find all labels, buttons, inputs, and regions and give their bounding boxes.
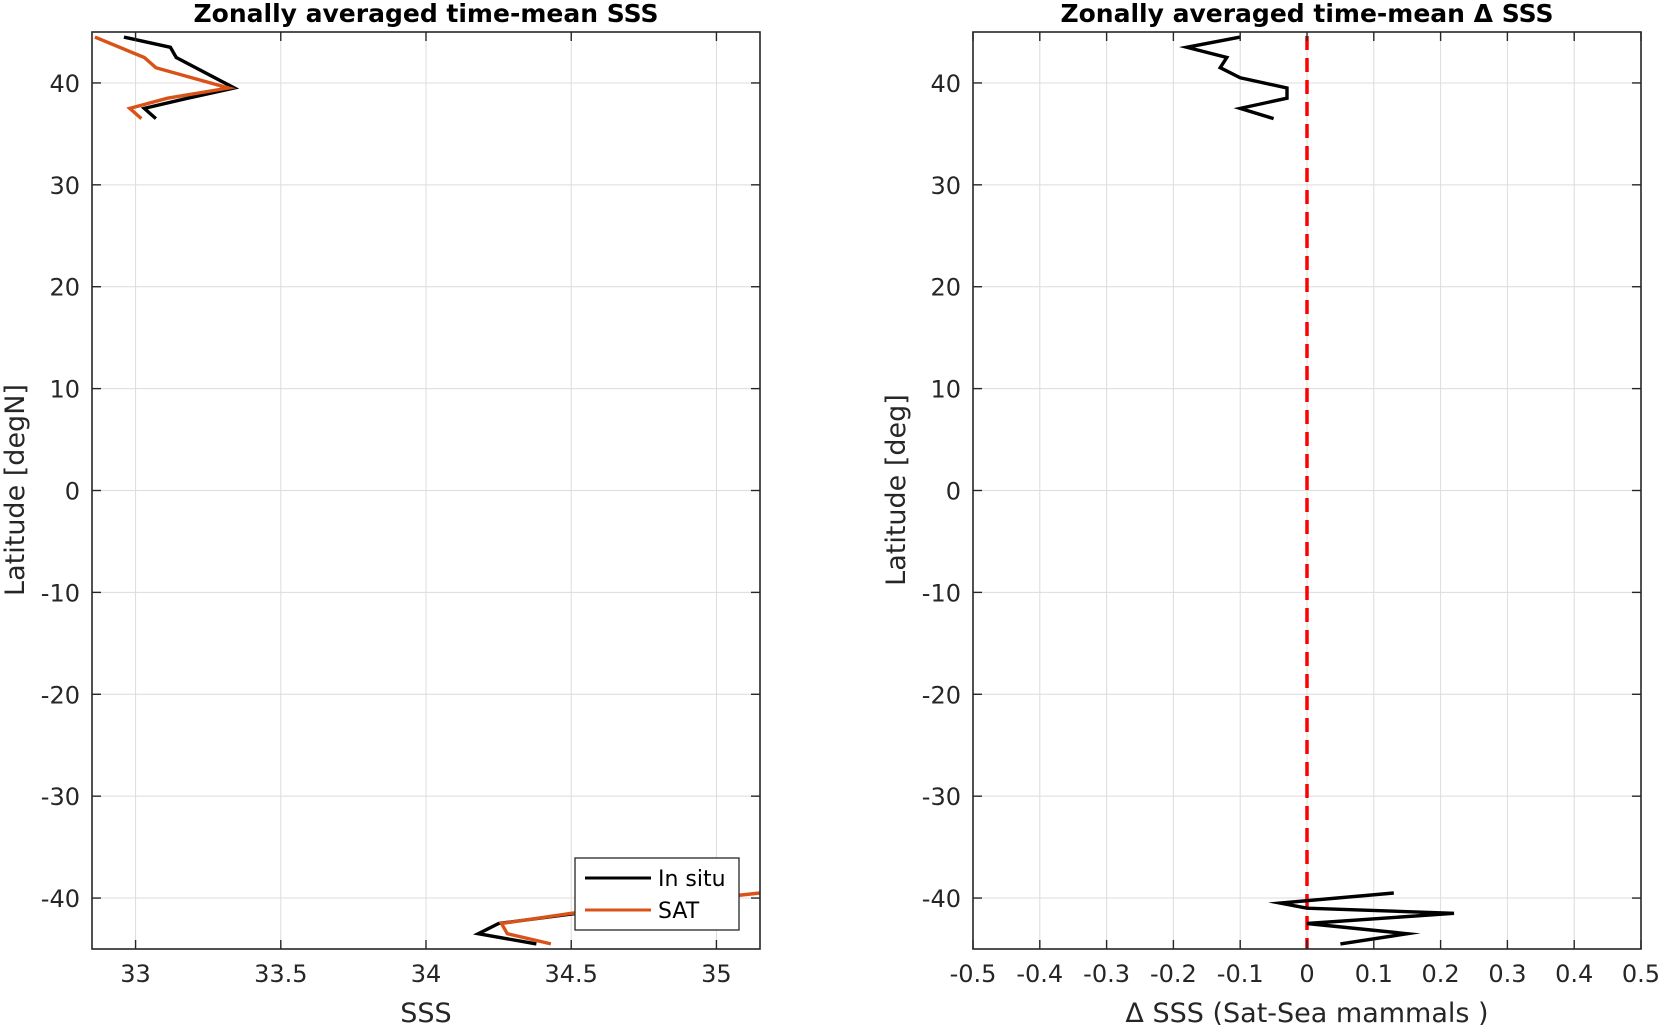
left-plot: 33 33.5 34 34.5 35 -40 -30 -20 -10 0 10 20 30 40 Zona…: [0, 0, 761, 1025]
right-x-axis-label: Δ SSS (Sat-Sea mammals ): [1125, 998, 1488, 1025]
y-tick-label: 0: [65, 478, 80, 506]
y-tick-label: -20: [922, 681, 961, 709]
x-tick-label: 34.5: [544, 960, 597, 988]
x-tick-label: -0.5: [950, 960, 997, 988]
y-tick-label: 30: [930, 172, 961, 200]
left-ticks: 33 33.5 34 34.5 35 -40 -30 -20 -10 0 10 20 30 40: [41, 32, 760, 988]
y-tick-label: -20: [41, 681, 80, 709]
y-tick-label: 20: [930, 274, 961, 302]
series-line-0-segment-1: [1268, 891, 1455, 946]
right-chart-title: Zonally averaged time-mean Δ SSS: [1061, 0, 1554, 28]
y-tick-label: 40: [930, 70, 961, 98]
y-tick-label: 10: [49, 376, 80, 404]
x-tick-label: 0.5: [1622, 960, 1660, 988]
left-grid: [92, 32, 760, 949]
x-tick-label: 0.2: [1422, 960, 1460, 988]
series-line-1-segment-0: [94, 35, 237, 120]
x-tick-label: 0.3: [1488, 960, 1526, 988]
left-x-axis-label: SSS: [400, 998, 451, 1025]
x-tick-label: 33: [120, 960, 151, 988]
x-tick-label: 0.1: [1355, 960, 1393, 988]
x-tick-label: -0.2: [1150, 960, 1197, 988]
right-series: [1178, 35, 1455, 949]
y-tick-label: 0: [946, 478, 961, 506]
right-grid: [972, 32, 1642, 949]
x-tick-label: -0.1: [1217, 960, 1264, 988]
right-ticks: -0.5 -0.4 -0.3 -0.2 -0.1 0 0.1 0.2 0.3 0.4 0.5 -40 -…: [922, 32, 1660, 988]
y-tick-label: -30: [922, 783, 961, 811]
legend-box: [574, 857, 740, 931]
x-tick-label: 0.4: [1555, 960, 1593, 988]
y-tick-label: 10: [930, 376, 961, 404]
x-tick-label: -0.4: [1016, 960, 1063, 988]
y-tick-label: -40: [41, 885, 80, 913]
right-plot: -0.5 -0.4 -0.3 -0.2 -0.1 0 0.1 0.2 0.3 0.4 0.5 -40 -…: [881, 0, 1660, 1025]
y-tick-label: -40: [922, 885, 961, 913]
right-y-axis-label: Latitude [deg]: [881, 394, 912, 586]
x-tick-label: 0: [1299, 960, 1314, 988]
x-tick-label: 34: [411, 960, 442, 988]
x-tick-label: 35: [701, 960, 732, 988]
y-tick-label: -30: [41, 783, 80, 811]
legend-label-in-situ: In situ: [658, 867, 726, 892]
series-line-0-segment-0: [1178, 35, 1289, 121]
y-tick-label: 30: [49, 172, 80, 200]
legend: In situ SAT: [574, 857, 740, 931]
y-tick-label: 40: [49, 70, 80, 98]
left-y-axis-label: Latitude [degN]: [0, 384, 31, 596]
y-tick-label: -10: [922, 579, 961, 607]
y-tick-label: 20: [49, 274, 80, 302]
x-tick-label: -0.3: [1083, 960, 1130, 988]
y-tick-label: -10: [41, 579, 80, 607]
x-tick-label: 33.5: [254, 960, 307, 988]
legend-label-sat: SAT: [658, 899, 700, 924]
left-chart-title: Zonally averaged time-mean SSS: [194, 0, 659, 28]
